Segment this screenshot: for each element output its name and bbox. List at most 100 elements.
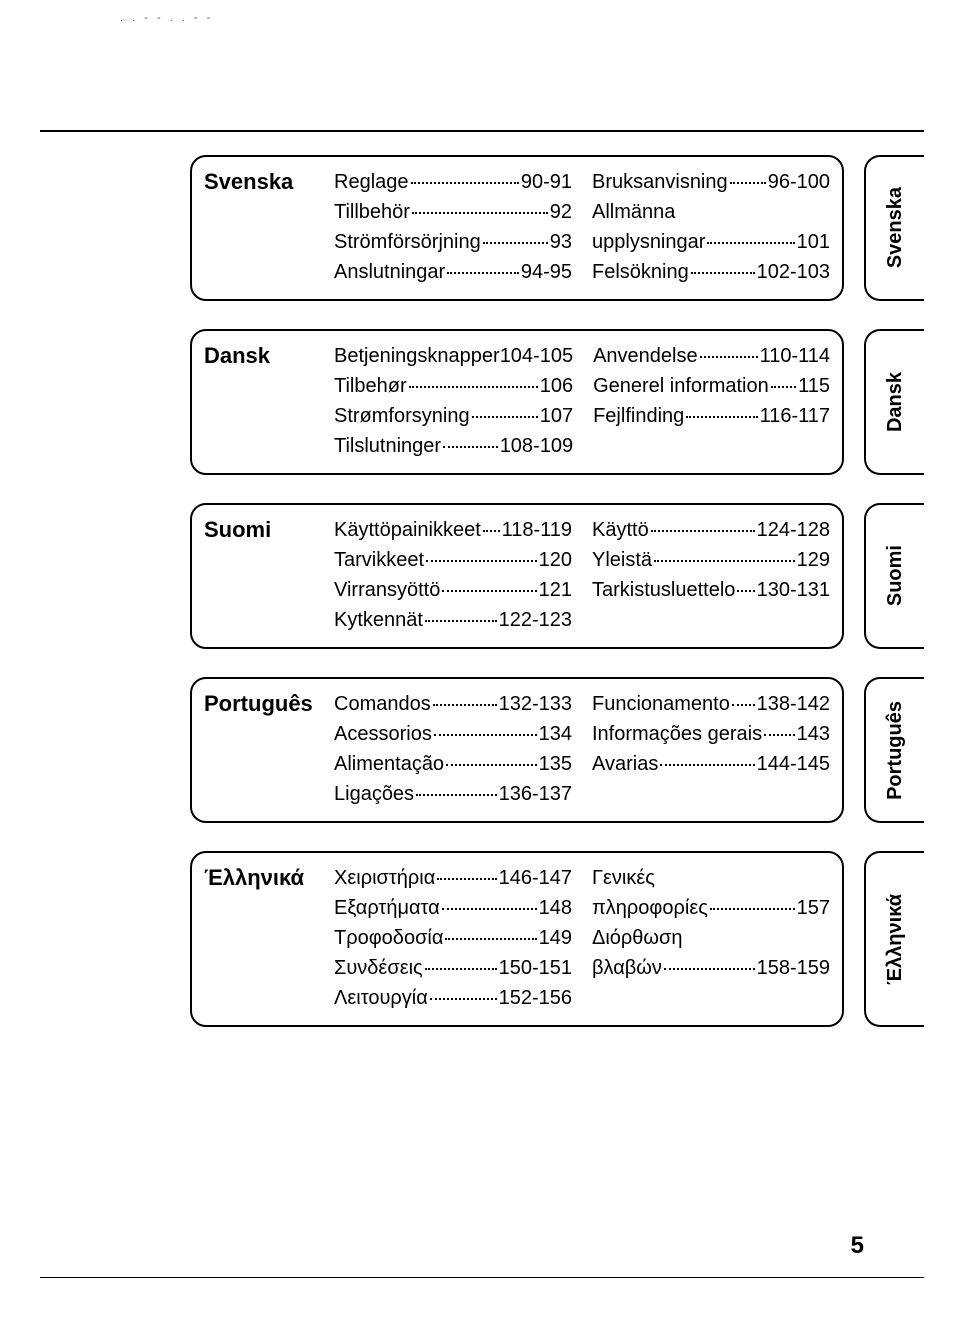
toc-entry-label: Λειτουργία: [334, 983, 428, 1013]
toc-entry-pages: 90-91: [521, 167, 572, 197]
toc-entry-label: Alimentação: [334, 749, 444, 779]
toc-leader-dots: [737, 590, 754, 592]
language-tab: Português: [864, 677, 924, 823]
toc-leader-dots: [686, 416, 757, 418]
toc-entry: Tarvikkeet120: [334, 545, 572, 575]
language-name: Português: [204, 689, 334, 809]
toc-leader-dots: [442, 590, 536, 592]
language-tab: Suomi: [864, 503, 924, 649]
language-name: Suomi: [204, 515, 334, 635]
toc-column-2: Γενικέςπληροφορίες 157Διόρθωσηβλαβών 158-1…: [592, 863, 830, 1013]
toc-entry-pages: 158-159: [757, 953, 830, 983]
toc-columns: Reglage90-91Tillbehör92Strömförsörjning9…: [334, 167, 830, 287]
toc-column-2: Käyttö124-128Yleistä129Tarkistusluettelo…: [592, 515, 830, 635]
toc-leader-dots: [730, 182, 766, 184]
language-row: PortuguêsComandos132-133Acessorios134Ali…: [190, 677, 924, 823]
toc-entry-pages: 150-151: [499, 953, 572, 983]
toc-entry-pages: 116-117: [760, 401, 830, 431]
toc-entry-pages: 152-156: [499, 983, 572, 1013]
toc-entry-pages: 149: [539, 923, 572, 953]
toc-entry-pages: 157: [797, 893, 830, 923]
toc-entry-label: upplysningar: [592, 227, 705, 257]
language-tab: Dansk: [864, 329, 924, 475]
toc-leader-dots: [447, 272, 519, 274]
toc-entry-pages: 93: [550, 227, 572, 257]
toc-entry-label: Γενικές: [592, 863, 830, 893]
toc-entry-pages: 108-109: [500, 431, 573, 461]
toc-entry-label: Διόρθωση: [592, 923, 830, 953]
toc-entry-pages: 122-123: [499, 605, 572, 635]
toc-entry-label: Bruksanvisning: [592, 167, 728, 197]
language-tab-label: Português: [884, 701, 907, 800]
toc-entry-label: Tilslutninger: [334, 431, 441, 461]
toc-entry-label: πληροφορίες: [592, 893, 708, 923]
toc-entry-pages: 118-119: [502, 515, 572, 545]
toc-entry-label: Acessorios: [334, 719, 432, 749]
toc-leader-dots: [660, 764, 754, 766]
toc-entry-pages: 104-105: [500, 341, 573, 371]
toc-leader-dots: [700, 356, 758, 358]
toc-entry: Bruksanvisning96-100: [592, 167, 830, 197]
toc-leader-dots: [472, 416, 538, 418]
toc-entry-label: Anslutningar: [334, 257, 445, 287]
toc-entry-pages: 102-103: [757, 257, 830, 287]
toc-entry-pages: 110-114: [760, 341, 830, 371]
toc-leader-dots: [483, 530, 500, 532]
toc-leader-dots: [411, 182, 519, 184]
toc-entry: Εξαρτήματα148: [334, 893, 572, 923]
toc-leader-dots: [434, 734, 537, 736]
language-row: Dansk Betjeningsknapper104-105Tilbehør106…: [190, 329, 924, 475]
toc-entry: Reglage90-91: [334, 167, 572, 197]
page-number: 5: [851, 1232, 864, 1260]
toc-entry: Funcionamento138-142: [592, 689, 830, 719]
toc-entry: πληροφορίες 157: [592, 893, 830, 923]
toc-leader-dots: [433, 704, 497, 706]
toc-entry: Τροφοδοσία149: [334, 923, 572, 953]
toc-leader-dots: [443, 446, 498, 448]
toc-leader-dots: [732, 704, 755, 706]
toc-entry: Strømforsyning107: [334, 401, 573, 431]
toc-columns: Χειριστήρια146-147Εξαρτήματα148Τροφοδοσί…: [334, 863, 830, 1013]
language-tab-label: Έλληνικά: [884, 894, 907, 985]
toc-leader-dots: [664, 968, 755, 970]
toc-entry-label: Anvendelse: [593, 341, 698, 371]
toc-entry-label: Comandos: [334, 689, 431, 719]
language-box: SuomiKäyttöpainikkeet118-119Tarvikkeet12…: [190, 503, 844, 649]
toc-entry-label: Tarkistusluettelo: [592, 575, 735, 605]
toc-leader-dots: [707, 242, 794, 244]
toc-entry: βλαβών 158-159: [592, 953, 830, 983]
toc-column-1: Χειριστήρια146-147Εξαρτήματα148Τροφοδοσί…: [334, 863, 572, 1013]
toc-entry: Fejlfinding116-117: [593, 401, 830, 431]
toc-entry: Anslutningar 94-95: [334, 257, 572, 287]
toc-entry-label: Generel information: [593, 371, 769, 401]
toc-leader-dots: [771, 386, 796, 388]
toc-content: SvenskaReglage90-91Tillbehör92Strömförsö…: [190, 155, 924, 1055]
toc-entry: Kytkennät122-123: [334, 605, 572, 635]
toc-entry-pages: 120: [539, 545, 572, 575]
toc-entry-label: Χειριστήρια: [334, 863, 435, 893]
toc-column-1: Betjeningsknapper104-105Tilbehør106Strøm…: [334, 341, 573, 461]
toc-leader-dots: [483, 242, 548, 244]
toc-entry-pages: 94-95: [521, 257, 572, 287]
toc-entry: Tilbehør106: [334, 371, 573, 401]
toc-leader-dots: [425, 620, 497, 622]
toc-entry: Anvendelse 110-114: [593, 341, 830, 371]
toc-entry-pages: 135: [539, 749, 572, 779]
toc-entry: Informações gerais143: [592, 719, 830, 749]
toc-entry: Tarkistusluettelo130-131: [592, 575, 830, 605]
toc-entry-pages: 106: [540, 371, 573, 401]
toc-entry-label: Strömförsörjning: [334, 227, 481, 257]
toc-entry-label: Informações gerais: [592, 719, 762, 749]
toc-entry-label: Avarias: [592, 749, 658, 779]
language-tab-label: Svenska: [884, 187, 907, 268]
toc-leader-dots: [430, 998, 497, 1000]
toc-entry-pages: 107: [540, 401, 573, 431]
toc-entry-label: βλαβών: [592, 953, 662, 983]
toc-entry-label: Allmänna: [592, 197, 830, 227]
language-name: Svenska: [204, 167, 334, 287]
toc-columns: Comandos132-133Acessorios134Alimentação1…: [334, 689, 830, 809]
toc-entry-pages: 138-142: [757, 689, 830, 719]
toc-entry: Alimentação 135: [334, 749, 572, 779]
toc-entry-label: Συνδέσεις: [334, 953, 423, 983]
language-box: DanskBetjeningsknapper104-105Tilbehør106…: [190, 329, 844, 475]
